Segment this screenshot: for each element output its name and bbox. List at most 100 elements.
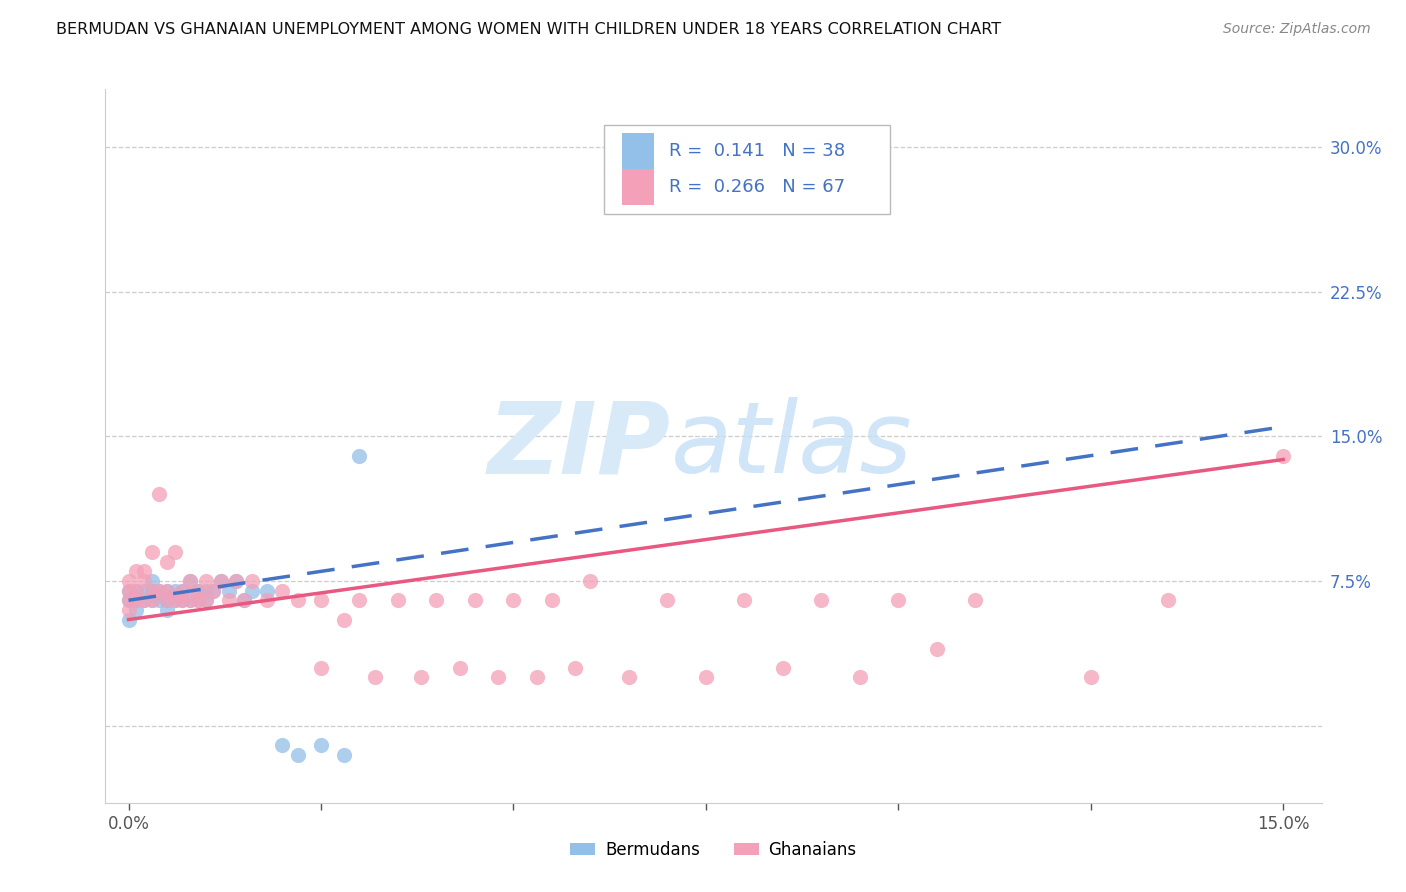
Point — [172, 583, 194, 598]
Point — [579, 574, 602, 588]
Point — [187, 583, 209, 598]
Point — [141, 593, 163, 607]
Point — [148, 487, 170, 501]
Point — [333, 747, 356, 762]
Point — [117, 613, 139, 627]
Point — [409, 670, 432, 684]
Point — [132, 565, 155, 579]
Point — [617, 670, 640, 684]
Text: ZIP: ZIP — [488, 398, 671, 494]
Point — [156, 593, 179, 607]
Point — [125, 565, 148, 579]
Point — [148, 583, 170, 598]
Point — [287, 747, 309, 762]
Point — [117, 583, 139, 598]
Point — [271, 583, 294, 598]
Point — [425, 593, 447, 607]
Point — [132, 574, 155, 588]
Point — [172, 583, 194, 598]
Point — [163, 593, 186, 607]
Point — [117, 583, 139, 598]
FancyBboxPatch shape — [623, 169, 654, 205]
Point — [1157, 593, 1180, 607]
Point — [172, 593, 194, 607]
Point — [218, 583, 240, 598]
Point — [925, 641, 948, 656]
Point — [240, 583, 263, 598]
Text: BERMUDAN VS GHANAIAN UNEMPLOYMENT AMONG WOMEN WITH CHILDREN UNDER 18 YEARS CORRE: BERMUDAN VS GHANAIAN UNEMPLOYMENT AMONG … — [56, 22, 1001, 37]
Point — [117, 603, 139, 617]
Point — [163, 545, 186, 559]
Point — [117, 574, 139, 588]
Point — [486, 670, 509, 684]
Point — [141, 583, 163, 598]
Point — [125, 583, 148, 598]
Point — [218, 593, 240, 607]
Point — [225, 574, 247, 588]
Point — [387, 593, 409, 607]
Point — [125, 593, 148, 607]
Point — [132, 593, 155, 607]
Point — [187, 593, 209, 607]
Point — [125, 593, 148, 607]
Point — [449, 661, 471, 675]
Point — [209, 574, 232, 588]
Point — [194, 593, 217, 607]
Point — [132, 583, 155, 598]
Point — [810, 593, 832, 607]
Point — [309, 593, 332, 607]
Text: Source: ZipAtlas.com: Source: ZipAtlas.com — [1223, 22, 1371, 37]
Point — [163, 593, 186, 607]
Point — [141, 545, 163, 559]
Point — [187, 583, 209, 598]
Point — [526, 670, 548, 684]
Point — [141, 593, 163, 607]
Point — [194, 583, 217, 598]
Point — [287, 593, 309, 607]
Point — [141, 583, 163, 598]
Text: R =  0.266   N = 67: R = 0.266 N = 67 — [668, 178, 845, 196]
Legend: Bermudans, Ghanaians: Bermudans, Ghanaians — [564, 835, 863, 866]
Y-axis label: Unemployment Among Women with Children Under 18 years: Unemployment Among Women with Children U… — [0, 222, 7, 670]
Point — [309, 661, 332, 675]
Point — [772, 661, 794, 675]
Point — [564, 661, 586, 675]
Point — [187, 593, 209, 607]
Point — [695, 198, 717, 212]
Point — [163, 583, 186, 598]
Point — [148, 593, 170, 607]
Point — [1272, 449, 1295, 463]
FancyBboxPatch shape — [623, 134, 654, 169]
Point — [256, 593, 278, 607]
Point — [733, 593, 755, 607]
Point — [657, 593, 679, 607]
Point — [125, 603, 148, 617]
Point — [125, 583, 148, 598]
Point — [156, 603, 179, 617]
Point — [141, 574, 163, 588]
Point — [541, 593, 564, 607]
Point — [148, 583, 170, 598]
Point — [194, 593, 217, 607]
Point — [156, 583, 179, 598]
Point — [194, 574, 217, 588]
Point — [202, 583, 225, 598]
Text: atlas: atlas — [671, 398, 912, 494]
Point — [179, 574, 201, 588]
Point — [309, 738, 332, 752]
Point — [256, 583, 278, 598]
Point — [117, 593, 139, 607]
Point — [233, 593, 256, 607]
Point — [1080, 670, 1102, 684]
Point — [156, 583, 179, 598]
Point — [271, 738, 294, 752]
Point — [179, 593, 201, 607]
Point — [209, 574, 232, 588]
Point — [695, 670, 717, 684]
Point — [333, 613, 356, 627]
Point — [349, 449, 371, 463]
Text: R =  0.141   N = 38: R = 0.141 N = 38 — [668, 143, 845, 161]
Point — [364, 670, 387, 684]
Point — [349, 593, 371, 607]
FancyBboxPatch shape — [605, 125, 890, 214]
